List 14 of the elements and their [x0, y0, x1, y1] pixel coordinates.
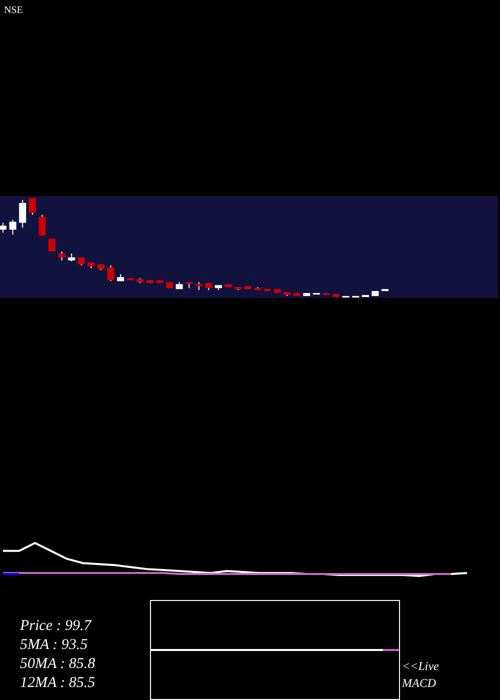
candlestick	[0, 222, 6, 234]
candlestick	[48, 238, 56, 252]
text: 50MA : 85.8	[20, 656, 96, 672]
candlestick	[28, 198, 36, 216]
chart-title: NSE	[4, 5, 23, 16]
candlestick	[107, 264, 114, 282]
text: <<Live	[402, 659, 440, 673]
candlestick	[38, 214, 46, 236]
text: Price : 99.7	[19, 618, 93, 634]
candlestick	[19, 199, 26, 228]
text: 5MA : 93.5	[20, 637, 88, 653]
candlestick	[9, 219, 16, 236]
text: 12MA : 85.5	[20, 675, 96, 691]
text: MACD	[401, 676, 436, 690]
